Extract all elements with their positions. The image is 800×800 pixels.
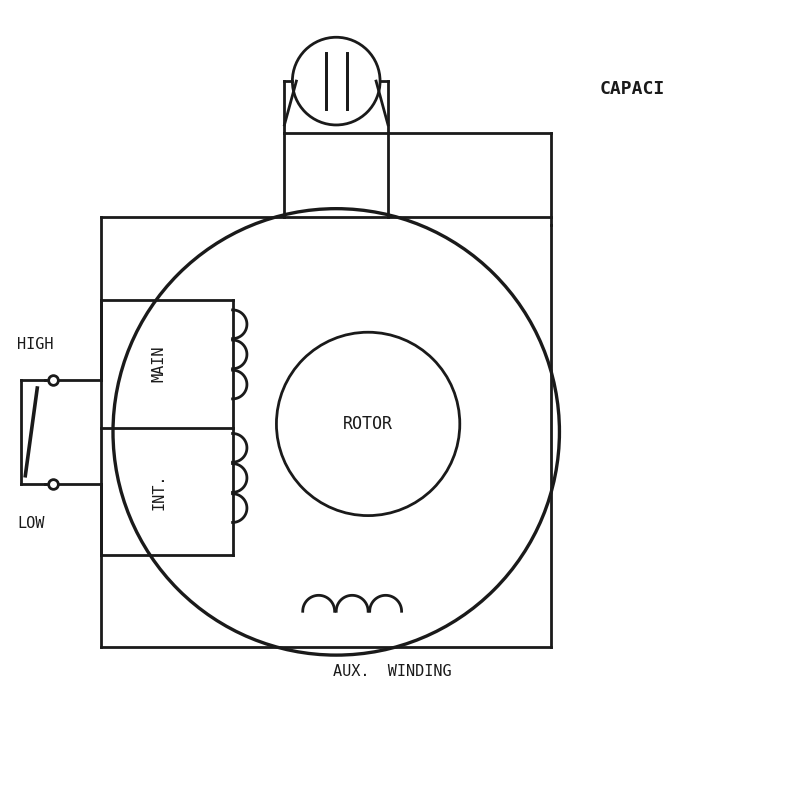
Text: ROTOR: ROTOR [343,415,393,433]
Text: HIGH: HIGH [18,337,54,352]
Text: LOW: LOW [18,516,45,531]
Text: INT.: INT. [151,474,166,510]
Text: AUX.  WINDING: AUX. WINDING [333,663,451,678]
Text: CAPACI: CAPACI [599,80,665,98]
Text: MAIN: MAIN [151,346,166,382]
